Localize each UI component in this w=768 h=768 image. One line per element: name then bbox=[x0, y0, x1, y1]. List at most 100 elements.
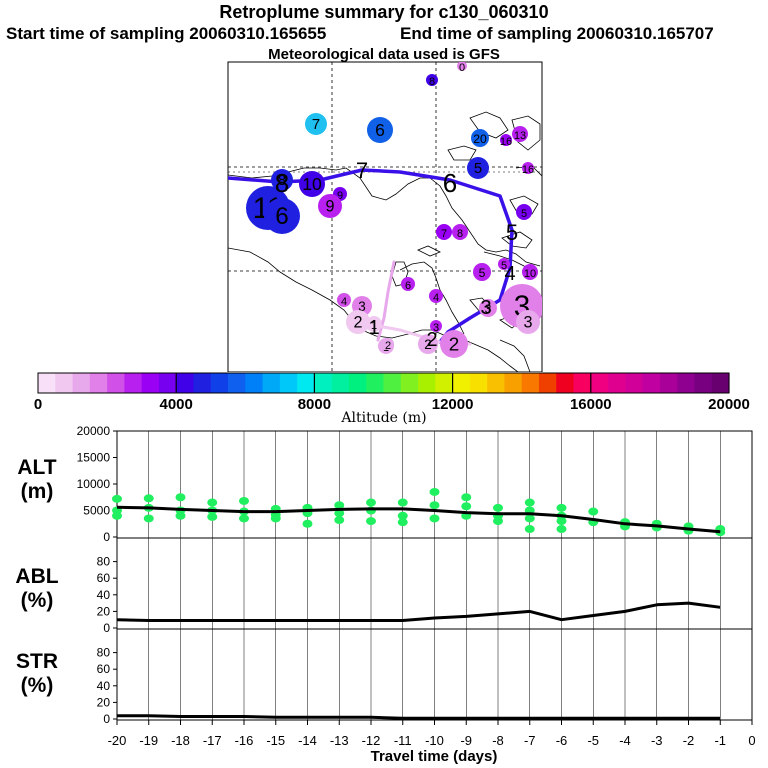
colorbar-swatch bbox=[521, 373, 540, 393]
trajectory-day-label: 6 bbox=[443, 168, 457, 198]
altitude-point bbox=[556, 517, 567, 526]
abl-unit: (%) bbox=[20, 589, 54, 612]
altitude-point bbox=[143, 514, 154, 523]
marker-circle bbox=[346, 310, 370, 334]
y-tick-label: 0 bbox=[103, 621, 110, 635]
marker-circle bbox=[516, 204, 532, 220]
marker-label: 3 bbox=[358, 299, 366, 314]
altitude-point bbox=[397, 518, 408, 527]
start-time-label: Start time of sampling 20060310.165655 bbox=[6, 24, 327, 43]
altitude-point bbox=[429, 501, 440, 510]
marker-label: 0 bbox=[459, 62, 465, 74]
altitude-point bbox=[397, 511, 408, 520]
colorbar-swatch bbox=[711, 373, 730, 393]
y-tick-label: 15000 bbox=[77, 451, 111, 465]
altitude-point bbox=[112, 511, 122, 520]
x-tick-label: -9 bbox=[460, 733, 472, 748]
altitude-point bbox=[143, 494, 154, 503]
trajectory-marker: 10 bbox=[299, 171, 325, 197]
altitude-point bbox=[270, 514, 281, 523]
marker-label: 3 bbox=[485, 302, 492, 316]
altitude-point bbox=[175, 493, 186, 502]
str-panel-label: STR (%) bbox=[2, 650, 72, 698]
colorbar-swatch bbox=[348, 373, 367, 393]
marker-label: 16 bbox=[522, 164, 534, 176]
altitude-point bbox=[429, 514, 440, 523]
marker-label: 10 bbox=[524, 268, 536, 280]
y-tick-label: 20 bbox=[97, 604, 111, 618]
altitude-point bbox=[397, 498, 408, 507]
x-tick-label: -19 bbox=[139, 733, 158, 748]
colorbar-swatch bbox=[366, 373, 385, 393]
abl-panel-label: ABL (%) bbox=[2, 565, 72, 613]
colorbar-tick-label: 16000 bbox=[569, 396, 612, 413]
x-tick-label: -20 bbox=[108, 733, 127, 748]
altitude-point bbox=[524, 525, 535, 534]
trajectory-marker: 4 bbox=[429, 289, 443, 304]
trajectory-line bbox=[376, 260, 396, 342]
marker-circle bbox=[305, 113, 327, 135]
marker-circle bbox=[471, 129, 489, 147]
marker-label: 5 bbox=[521, 208, 527, 220]
colorbar-swatch bbox=[193, 373, 212, 393]
trajectory-marker: 5 bbox=[498, 258, 510, 272]
coastline bbox=[447, 145, 477, 161]
y-tick-label: 60 bbox=[97, 571, 111, 585]
colorbar-swatch bbox=[176, 373, 195, 393]
marker-label: 1 bbox=[371, 320, 377, 332]
colorbar-swatch bbox=[124, 373, 143, 393]
series-line bbox=[116, 505, 721, 534]
colorbar-swatch bbox=[642, 373, 661, 393]
x-tick-label: 0 bbox=[748, 733, 755, 748]
colorbar-swatch bbox=[228, 373, 246, 393]
trajectory-marker: 6 bbox=[264, 198, 300, 234]
marker-circle bbox=[500, 134, 512, 146]
x-tick-label: -10 bbox=[425, 733, 444, 748]
marker-label: 4 bbox=[341, 296, 347, 308]
colorbar-swatch bbox=[210, 373, 229, 393]
marker-label: 16 bbox=[500, 136, 512, 148]
marker-circle bbox=[516, 310, 540, 334]
colorbar-swatch bbox=[262, 373, 281, 393]
marker-label: 4 bbox=[433, 292, 439, 304]
altitude-point bbox=[366, 517, 376, 526]
x-tick-label: -3 bbox=[651, 733, 663, 748]
altitude-point bbox=[524, 514, 535, 523]
colorbar-swatch bbox=[141, 373, 160, 393]
colorbar-swatch bbox=[55, 373, 74, 393]
y-tick-label: 80 bbox=[97, 555, 111, 569]
colorbar-tick-label: 20000 bbox=[708, 396, 750, 413]
abl-label: ABL bbox=[15, 565, 59, 588]
trajectory-marker: 0 bbox=[457, 62, 467, 74]
y-tick-label: 0 bbox=[103, 712, 110, 726]
alt-panel-label: ALT (m) bbox=[2, 456, 72, 504]
altitude-point bbox=[524, 498, 535, 507]
marker-label: 2 bbox=[353, 313, 362, 331]
colorbar-swatch bbox=[435, 373, 454, 393]
trajectory-day-label: 5 bbox=[506, 220, 518, 245]
marker-label: 9 bbox=[337, 190, 343, 202]
marker-label: 8 bbox=[278, 173, 286, 189]
altitude-point bbox=[429, 487, 440, 496]
x-tick-label: -6 bbox=[556, 733, 568, 748]
marker-circle bbox=[440, 330, 468, 358]
colorbar-swatch bbox=[452, 373, 471, 393]
trajectory-marker: 16 bbox=[522, 162, 534, 176]
colorbar-swatch bbox=[677, 373, 696, 393]
colorbar-swatch bbox=[297, 373, 315, 393]
marker-circle bbox=[271, 169, 293, 191]
x-tick-label: -11 bbox=[394, 733, 412, 748]
altitude-point bbox=[239, 496, 249, 505]
y-tick-label: 80 bbox=[97, 646, 111, 660]
coastline bbox=[417, 245, 441, 257]
x-tick-label: -15 bbox=[266, 733, 285, 748]
colorbar-swatch bbox=[659, 373, 678, 393]
series-line bbox=[116, 601, 721, 622]
map-content: 7620161351681099116578510564432132233312… bbox=[228, 62, 542, 372]
marker-circle bbox=[366, 316, 382, 332]
marker-label: 10 bbox=[302, 174, 322, 194]
colorbar-swatch bbox=[418, 373, 436, 393]
marker-circle bbox=[401, 277, 415, 291]
trajectory-marker: 7 bbox=[305, 113, 327, 135]
marker-circle bbox=[457, 62, 467, 71]
